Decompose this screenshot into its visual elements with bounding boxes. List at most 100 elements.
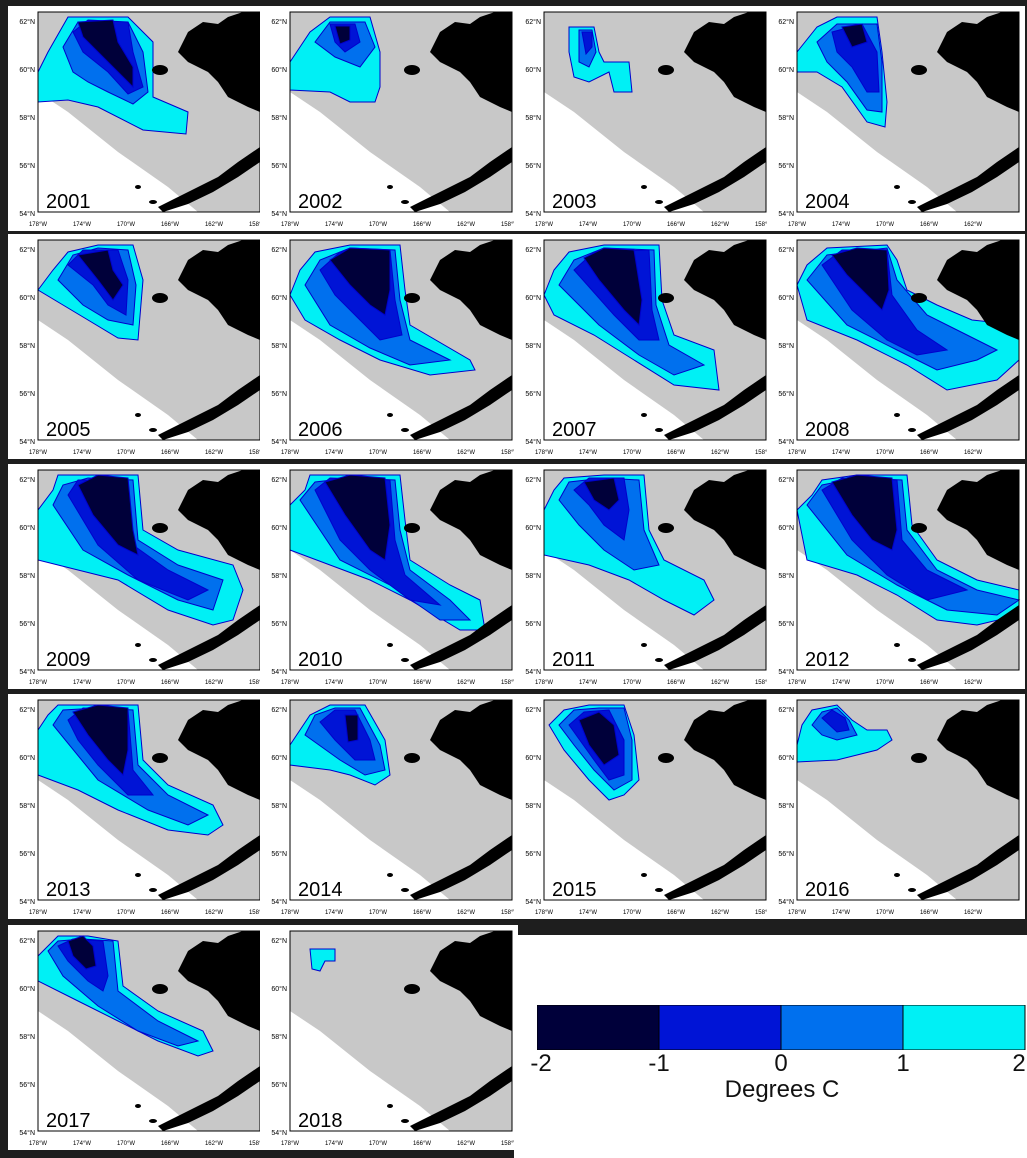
deep-ocean: [290, 1011, 450, 1131]
alaska-peninsula: [158, 147, 260, 212]
island: [149, 428, 157, 432]
map-svg: 62°N 60°N 58°N 56°N 54°N 178°W 174°W 170°W 166°W…: [260, 925, 518, 1150]
island: [135, 643, 141, 647]
lon-label: 174°W: [325, 450, 343, 456]
lon-label: 158°W: [249, 450, 266, 456]
island: [911, 523, 927, 533]
island: [894, 873, 900, 877]
lat-label: 60°N: [525, 524, 541, 532]
year-label: 2002: [298, 191, 343, 213]
lon-label: 166°W: [161, 910, 179, 916]
lon-label: 166°W: [667, 450, 685, 456]
map-border: [289, 469, 513, 671]
deep-ocean: [544, 320, 704, 440]
island: [404, 65, 420, 75]
island: [401, 888, 409, 892]
lon-label: 162°W: [711, 910, 729, 916]
lat-label: 62°N: [19, 706, 35, 714]
cold-pool-contour: [324, 474, 391, 561]
lat-label: 58°N: [19, 1033, 35, 1041]
lat-label: 58°N: [778, 342, 794, 350]
map-border: [796, 239, 1020, 441]
lat-label: 54°N: [525, 210, 541, 218]
lat-label: 56°N: [271, 390, 287, 398]
lon-label: 178°W: [535, 450, 553, 456]
lon-label: 178°W: [788, 222, 806, 228]
map-svg: 62°N 60°N 58°N 56°N 54°N 178°W 174°W 170°W 166°W…: [8, 234, 266, 459]
lat-label: 58°N: [525, 802, 541, 810]
island: [401, 200, 409, 204]
lat-label: 54°N: [525, 668, 541, 676]
lon-label: 166°W: [161, 222, 179, 228]
deep-ocean: [290, 780, 450, 900]
colorbar-tick: 0: [774, 1050, 788, 1077]
alaska-peninsula: [410, 605, 512, 670]
lon-label: 162°W: [964, 680, 982, 686]
lon-label: 174°W: [73, 910, 91, 916]
lat-label: 56°N: [525, 620, 541, 628]
lat-label: 58°N: [271, 342, 287, 350]
lat-label: 54°N: [271, 898, 287, 906]
lat-label: 58°N: [778, 802, 794, 810]
lon-label: 170°W: [369, 450, 387, 456]
lat-label: 60°N: [271, 294, 287, 302]
deep-ocean: [38, 320, 198, 440]
map-border: [289, 239, 513, 441]
lat-label: 54°N: [19, 438, 35, 446]
island: [149, 1119, 157, 1123]
lon-label: 178°W: [281, 910, 299, 916]
alaska-landmass: [684, 470, 766, 570]
cold-pool-contour: [831, 247, 890, 311]
island: [655, 888, 663, 892]
island: [894, 185, 900, 189]
colorbar-seg-3: [780, 1005, 904, 1050]
lat-label: 56°N: [778, 850, 794, 858]
cold-pool-contour: [77, 19, 134, 89]
map-border: [289, 699, 513, 901]
lat-label: 62°N: [525, 706, 541, 714]
map-panel-2001: 62°N 60°N 58°N 56°N 54°N 178°W 174°W 170°W 166°W…: [8, 6, 266, 231]
deep-ocean: [290, 92, 450, 212]
lat-label: 58°N: [19, 114, 35, 122]
lat-label: 58°N: [19, 802, 35, 810]
lon-label: 158°W: [249, 1141, 266, 1147]
alaska-peninsula: [410, 147, 512, 212]
map-panel-2014: 62°N 60°N 58°N 56°N 54°N 178°W 174°W 170°W 166°W…: [260, 694, 518, 919]
lat-label: 60°N: [271, 66, 287, 74]
lat-label: 58°N: [271, 114, 287, 122]
lon-label: 174°W: [832, 222, 850, 228]
island: [641, 413, 647, 417]
cold-pool-contour: [334, 25, 351, 45]
alaska-peninsula: [410, 835, 512, 900]
deep-ocean: [544, 780, 704, 900]
island: [658, 523, 674, 533]
lat-label: 60°N: [271, 524, 287, 532]
lon-label: 166°W: [920, 680, 938, 686]
lon-label: 178°W: [29, 1141, 47, 1147]
lon-label: 178°W: [29, 222, 47, 228]
lat-label: 54°N: [19, 1129, 35, 1137]
deep-ocean: [38, 780, 198, 900]
lon-label: 174°W: [579, 910, 597, 916]
year-label: 2005: [46, 419, 91, 441]
map-svg: 62°N 60°N 58°N 56°N 54°N 178°W 174°W 170°W 166°W…: [514, 694, 772, 919]
lon-label: 178°W: [535, 680, 553, 686]
island: [152, 293, 168, 303]
island: [152, 984, 168, 994]
island: [135, 1104, 141, 1108]
alaska-landmass: [684, 700, 766, 800]
deep-ocean: [38, 550, 198, 670]
island: [135, 413, 141, 417]
lon-label: 166°W: [161, 1141, 179, 1147]
lon-label: 170°W: [117, 910, 135, 916]
alaska-peninsula: [664, 835, 766, 900]
lat-label: 60°N: [525, 754, 541, 762]
island: [404, 523, 420, 533]
lon-label: 170°W: [623, 680, 641, 686]
lat-label: 60°N: [778, 294, 794, 302]
lon-label: 166°W: [667, 222, 685, 228]
lon-label: 162°W: [205, 222, 223, 228]
lat-label: 54°N: [271, 438, 287, 446]
lat-label: 56°N: [271, 850, 287, 858]
lon-label: 170°W: [876, 222, 894, 228]
